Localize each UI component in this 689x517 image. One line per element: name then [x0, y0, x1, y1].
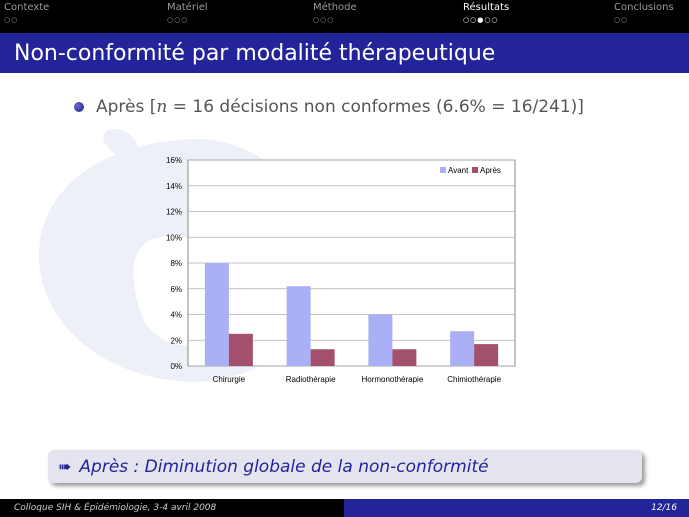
nav-dots-methode[interactable]: ○○○ — [313, 16, 335, 24]
bar-avant — [368, 314, 393, 366]
nav-section-resultats[interactable]: Résultats — [463, 2, 510, 13]
nav-dots-resultats[interactable]: ○○●○○ — [463, 16, 499, 24]
legend-swatch — [472, 167, 478, 173]
y-tick-label: 16% — [166, 156, 182, 165]
arrow-icon: ➠ — [58, 457, 72, 476]
bullet-text: Après [n = 16 décisions non conformes (6… — [96, 97, 584, 117]
bullet-prefix: Après [ — [96, 97, 157, 117]
footer-page-number: 12/16 — [344, 499, 689, 517]
x-tick-label: Chirurgie — [213, 375, 246, 384]
bar-après — [310, 349, 335, 366]
callout-text: Après : Diminution globale de la non-con… — [79, 456, 489, 477]
slide-title: Non-conformité par modalité thérapeutiqu… — [14, 40, 496, 66]
nav-section-conclusions[interactable]: Conclusions — [614, 2, 674, 13]
y-tick-label: 0% — [170, 362, 182, 371]
x-tick-label: Radiothérapie — [286, 375, 336, 384]
bar-chart: 0% 2% 4% 6% 8% 10% 12% 14% 16% Chirurgie Radiothér… — [166, 156, 516, 384]
y-tick-label: 2% — [170, 336, 182, 345]
y-tick-label: 10% — [166, 233, 182, 242]
y-tick-label: 8% — [170, 259, 182, 268]
legend-swatch — [440, 167, 446, 173]
y-tick-label: 14% — [166, 182, 182, 191]
nav-section-contexte[interactable]: Contexte — [4, 2, 50, 13]
bullet-dot-icon — [74, 102, 84, 112]
nav-dots-contexte[interactable]: ○○ — [4, 16, 19, 24]
x-tick-label: Hormonothérapie — [361, 375, 423, 384]
slide-title-bar: Non-conformité par modalité thérapeutiqu… — [0, 33, 689, 73]
y-tick-label: 12% — [166, 208, 182, 217]
bullet-item: Après [n = 16 décisions non conformes (6… — [74, 97, 584, 117]
conclusion-callout: ➠ Après : Diminution globale de la non-c… — [48, 450, 642, 483]
bar-après — [474, 344, 499, 366]
bar-avant — [286, 286, 311, 366]
bar-chart-container: 0% 2% 4% 6% 8% 10% 12% 14% 16% Chirurgie Radiothér… — [150, 150, 525, 395]
bullet-middle: = 16 décisions non conformes (6.6% = 16/… — [167, 97, 584, 117]
y-tick-label: 6% — [170, 285, 182, 294]
bar-avant — [204, 263, 229, 366]
nav-section-methode[interactable]: Méthode — [313, 2, 357, 13]
bar-avant — [450, 331, 475, 366]
nav-dots-conclusions[interactable]: ○○ — [614, 16, 629, 24]
legend-label: Avant — [448, 166, 469, 175]
bar-après — [228, 333, 253, 366]
nav-section-materiel[interactable]: Matériel — [167, 2, 208, 13]
bullet-math-n: n — [156, 97, 168, 117]
nav-dots-materiel[interactable]: ○○○ — [167, 16, 189, 24]
x-tick-label: Chimiothérapie — [447, 375, 501, 384]
bar-après — [392, 349, 417, 366]
y-tick-label: 4% — [170, 311, 182, 320]
legend-label: Après — [480, 166, 501, 175]
footer: Colloque SIH & Épidémiologie, 3-4 avril … — [0, 499, 689, 517]
top-navigation: Contexte ○○ Matériel ○○○ Méthode ○○○ Rés… — [0, 0, 689, 33]
footer-conference: Colloque SIH & Épidémiologie, 3-4 avril … — [0, 499, 344, 517]
